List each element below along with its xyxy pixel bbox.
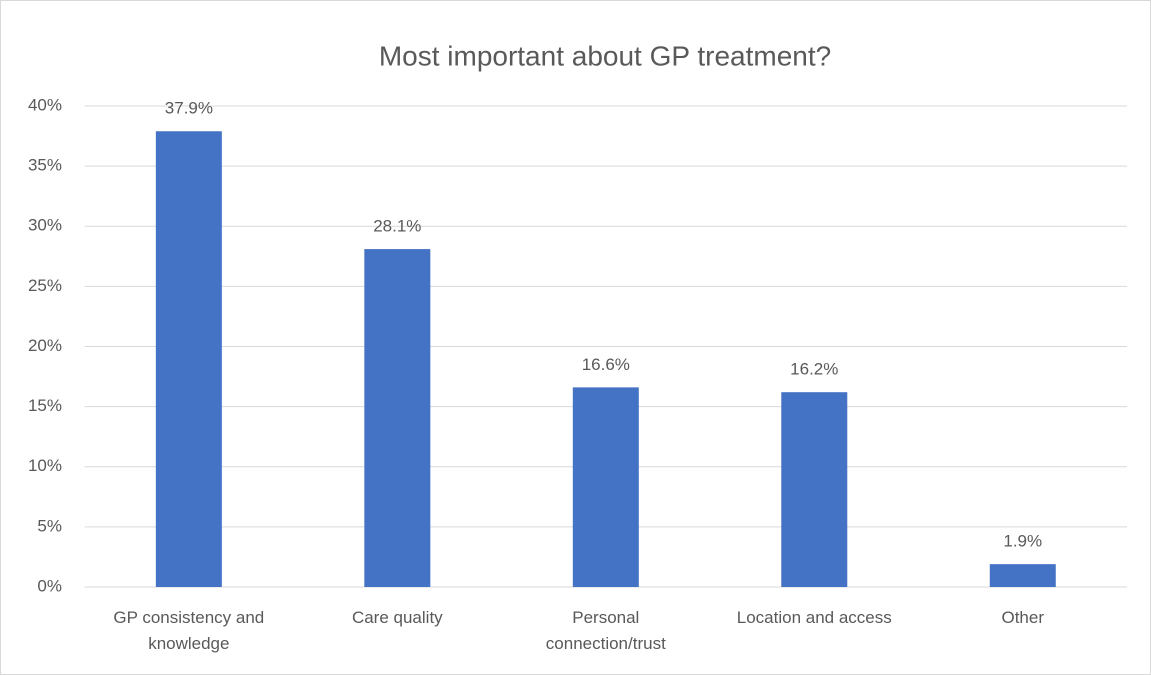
data-label: 16.6% — [582, 355, 630, 374]
y-tick-label: 35% — [28, 156, 62, 175]
x-tick-label: Location and access — [736, 608, 892, 627]
bar — [989, 564, 1056, 587]
y-tick-label: 25% — [28, 276, 62, 295]
y-tick-label: 40% — [28, 95, 62, 114]
y-tick-label: 10% — [28, 456, 62, 475]
y-tick-label: 30% — [28, 216, 62, 235]
x-tick-label: Personal connection/trust — [545, 608, 666, 653]
x-tick-label: Care quality — [351, 608, 443, 627]
bar — [364, 249, 431, 587]
bar — [155, 131, 222, 587]
y-tick-label: 20% — [28, 336, 62, 355]
data-label: 37.9% — [165, 99, 213, 118]
y-tick-label: 15% — [28, 396, 62, 415]
x-tick-label: GP consistency and knowledge — [113, 608, 265, 653]
chart-title: Most important about GP treatment? — [379, 40, 831, 71]
y-tick-label: 5% — [37, 516, 62, 535]
data-label: 1.9% — [1003, 532, 1042, 551]
data-label: 28.1% — [373, 217, 421, 236]
data-label: 16.2% — [790, 360, 838, 379]
bar — [572, 387, 639, 587]
x-tick-label: Other — [1001, 608, 1045, 627]
bar — [781, 392, 848, 587]
y-tick-label: 0% — [37, 576, 62, 595]
